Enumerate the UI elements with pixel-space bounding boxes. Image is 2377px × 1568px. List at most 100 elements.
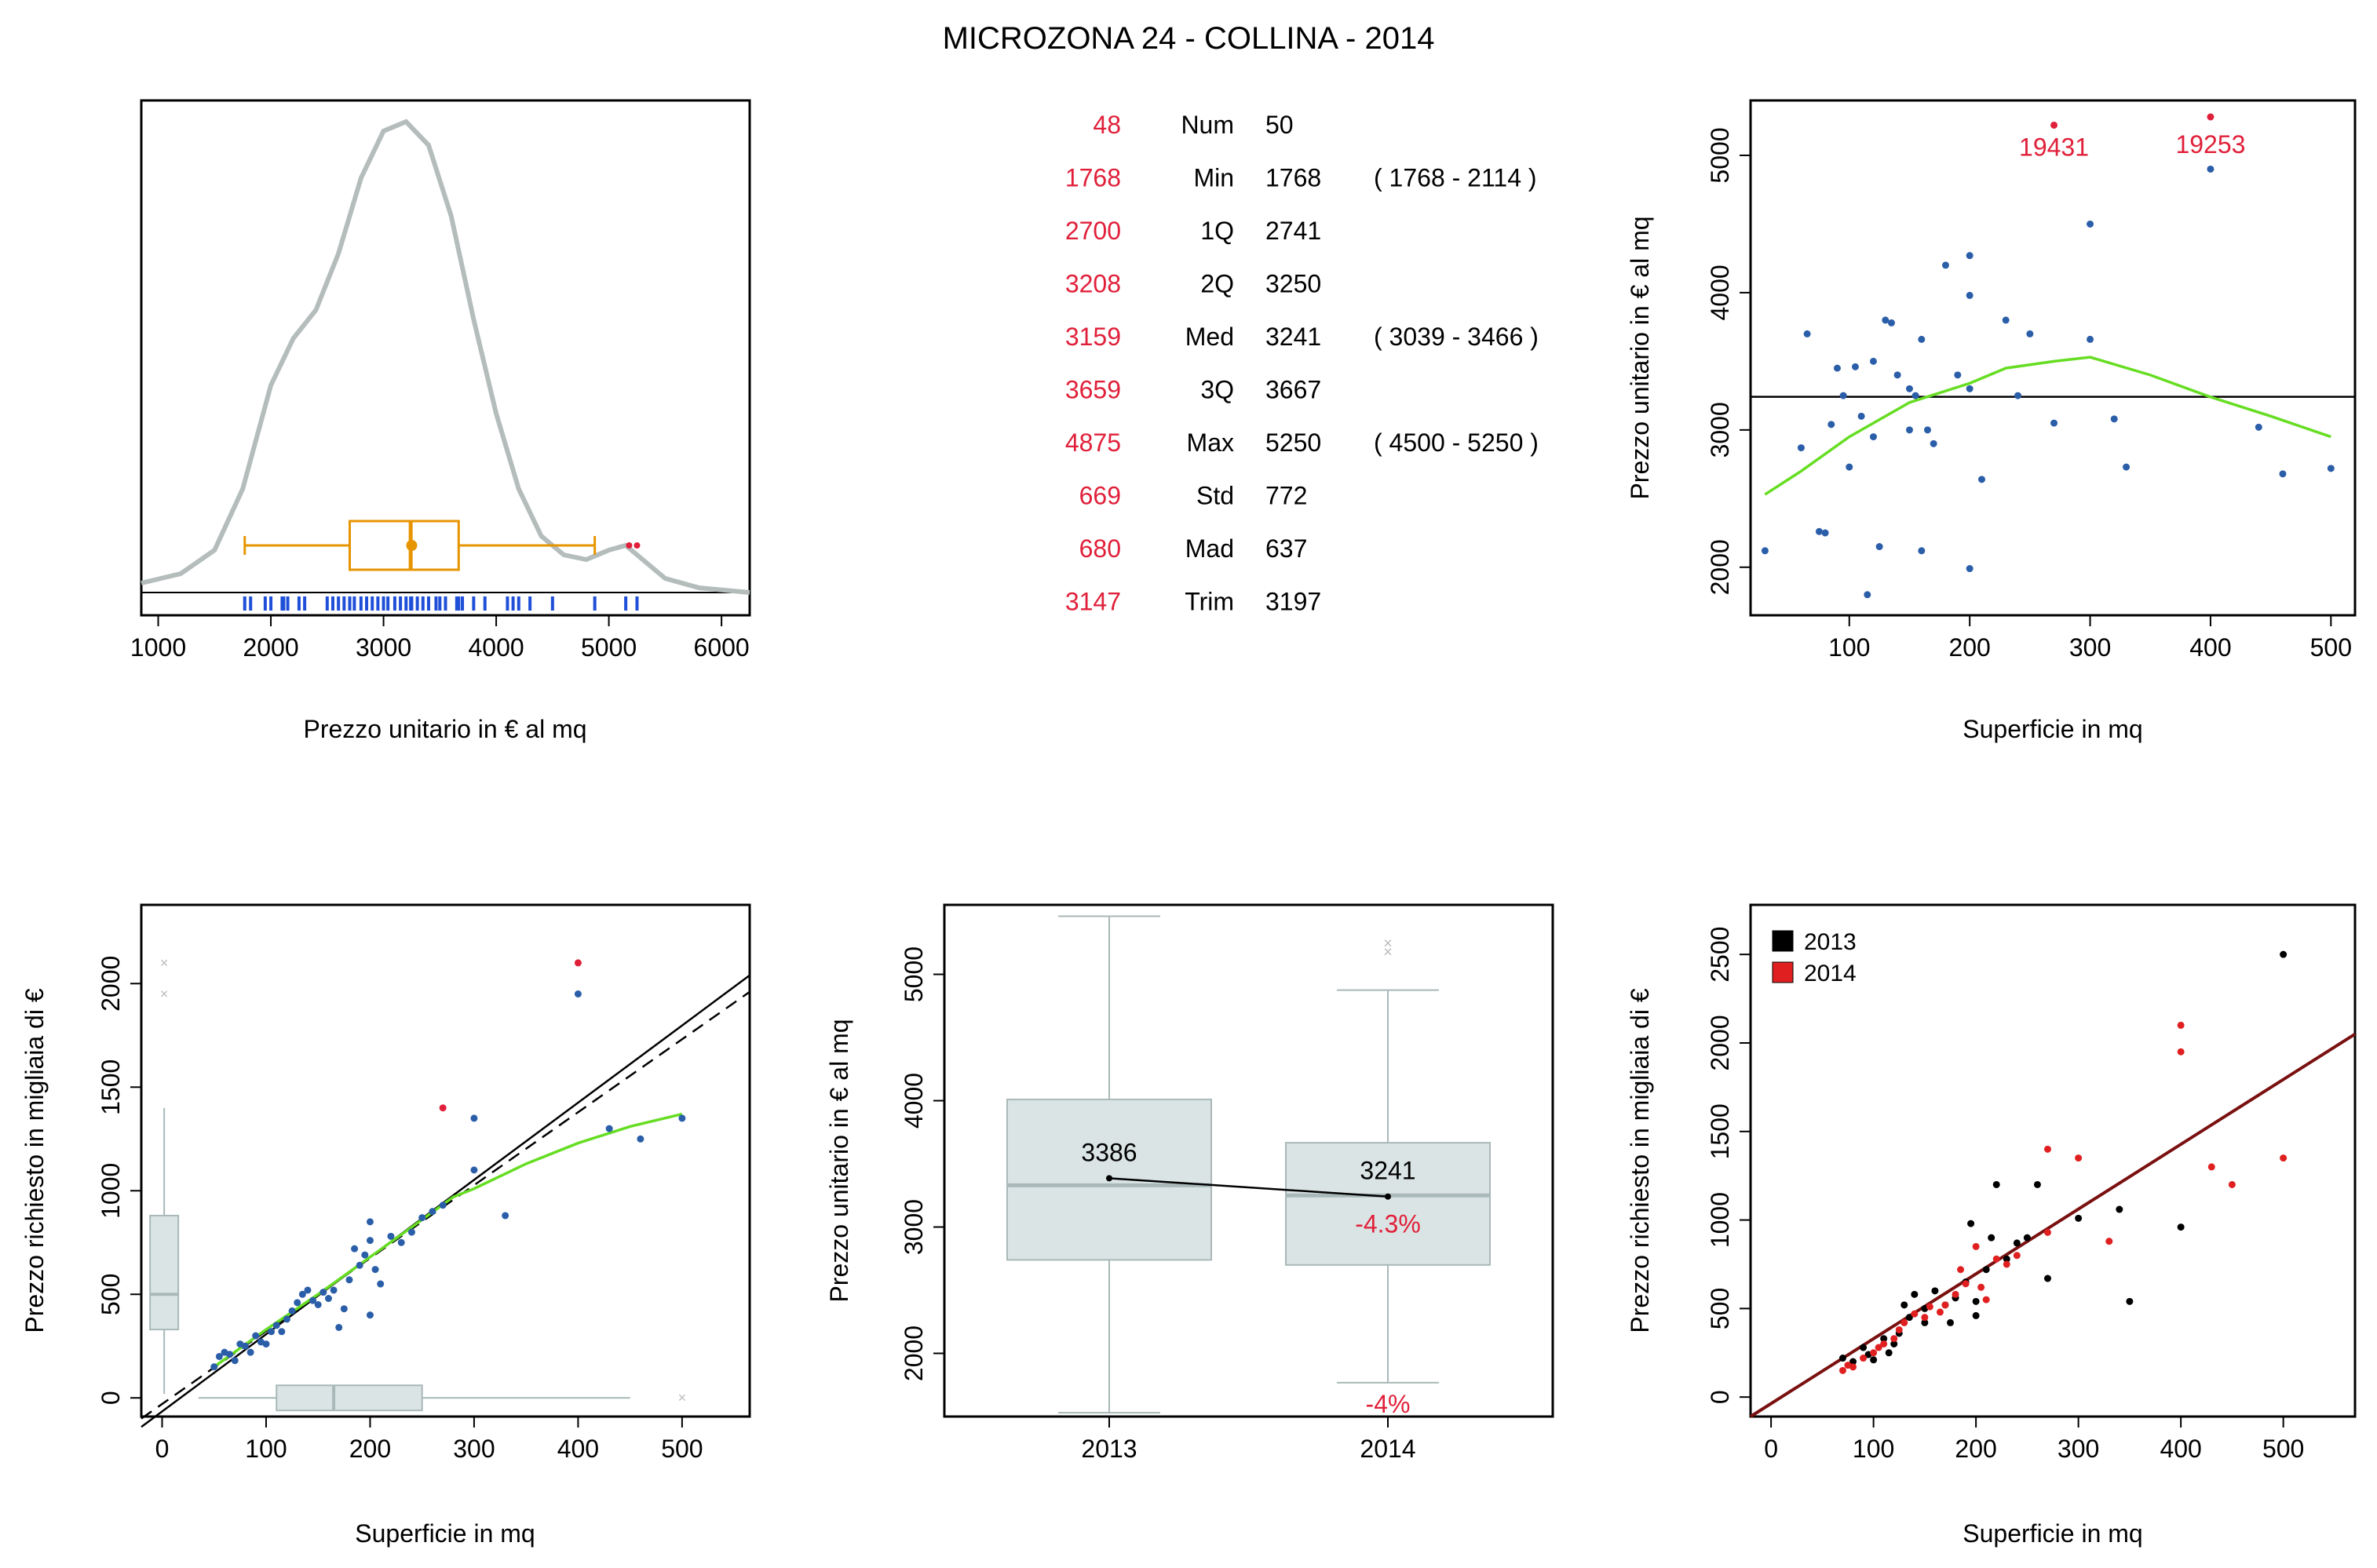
data-point xyxy=(387,1232,395,1240)
data-point xyxy=(1846,463,1853,471)
data-point xyxy=(1815,527,1823,535)
series-point-2014 xyxy=(2207,1163,2215,1171)
series-point-2014 xyxy=(1880,1340,1888,1348)
box-outlier xyxy=(634,542,641,549)
data-point xyxy=(356,1261,363,1269)
series-point-2013 xyxy=(2116,1205,2123,1213)
change-label: -4.3% xyxy=(1355,1210,1421,1238)
x-tick-label: 400 xyxy=(557,1435,599,1463)
data-point xyxy=(1905,426,1913,434)
iqr-box xyxy=(1285,1142,1491,1266)
x-tick-label: 500 xyxy=(2310,633,2352,662)
y-tick-label: 3000 xyxy=(900,1199,928,1255)
data-point xyxy=(2050,419,2058,427)
stat-right-value: 3197 xyxy=(1265,588,1321,616)
x-tick-label: 200 xyxy=(1955,1435,1996,1463)
series-point-2013 xyxy=(1905,1314,1913,1322)
y-tick-label: 1000 xyxy=(1706,1192,1734,1248)
series-point-2014 xyxy=(2075,1154,2083,1162)
stat-label: Trim xyxy=(1185,588,1234,616)
stat-right-value: 2741 xyxy=(1265,217,1321,245)
series-point-2014 xyxy=(1921,1314,1929,1322)
data-point xyxy=(314,1300,322,1308)
series-point-2014 xyxy=(1838,1366,1846,1374)
stat-left-value: 2700 xyxy=(1065,217,1121,245)
data-point xyxy=(407,1228,415,1236)
y-tick-label: 500 xyxy=(1706,1288,1734,1329)
series-point-2014 xyxy=(1977,1283,1985,1291)
plot-frame xyxy=(140,903,751,1418)
stats-table: 48 Num 50 1768 Min 1768 ( 1768 - 2114 ) 2700 1Q 2… xyxy=(1065,111,1539,616)
outlier-annotation: 19253 xyxy=(2175,130,2245,159)
data-point xyxy=(1797,444,1805,452)
y-tick-label: 1000 xyxy=(97,1163,125,1219)
data-point xyxy=(371,1266,379,1274)
data-point xyxy=(1882,316,1890,324)
legend-swatch xyxy=(1772,961,1794,983)
series-point-2013 xyxy=(2075,1214,2083,1222)
stat-right-value: 637 xyxy=(1265,534,1307,563)
data-point xyxy=(351,1245,359,1253)
series-point-2013 xyxy=(1880,1335,1888,1343)
box-mean xyxy=(406,540,418,551)
series-point-2013 xyxy=(2023,1234,2031,1242)
stat-label: Mad xyxy=(1185,534,1234,563)
box-outlier xyxy=(626,542,633,549)
outlier-point xyxy=(574,959,582,967)
series-point-2013 xyxy=(1870,1356,1878,1364)
data-point xyxy=(397,1238,405,1246)
data-point xyxy=(2327,465,2335,472)
y-tick-label: 5000 xyxy=(1706,127,1734,183)
data-point xyxy=(1930,439,1937,447)
series-point-2014 xyxy=(1870,1349,1878,1357)
x-tick-label: 4000 xyxy=(468,633,524,662)
data-point xyxy=(1923,426,1931,434)
x-tick-label: 400 xyxy=(2189,633,2231,662)
series-point-2014 xyxy=(1895,1326,1903,1333)
data-point xyxy=(241,1342,249,1350)
x-tick-label: 300 xyxy=(453,1435,495,1463)
y-tick-label: 2000 xyxy=(97,956,125,1012)
series-point-2014 xyxy=(1982,1296,1990,1304)
stat-left-value: 3208 xyxy=(1065,270,1121,298)
loess-line xyxy=(1764,356,2331,496)
y-axis-label: Prezzo unitario in € al mq xyxy=(1626,216,1654,499)
data-point xyxy=(268,1328,276,1336)
x-tick-label: 500 xyxy=(661,1435,703,1463)
figure-title: MICROZONA 24 - COLLINA - 2014 xyxy=(943,21,1435,56)
data-point xyxy=(1869,357,1877,365)
mean-label: 3386 xyxy=(1081,1138,1137,1166)
data-point xyxy=(2207,165,2215,173)
series-point-2013 xyxy=(2003,1255,2010,1263)
marginal-y-outlier: × xyxy=(160,986,169,1002)
data-point xyxy=(215,1352,223,1360)
series-point-2014 xyxy=(1941,1301,1949,1309)
data-point xyxy=(605,1125,613,1132)
series-point-2013 xyxy=(2033,1180,2041,1188)
series-point-2013 xyxy=(2043,1274,2051,1282)
series-point-2013 xyxy=(1860,1344,1868,1351)
data-point xyxy=(1821,529,1829,537)
x-tick-label: 100 xyxy=(245,1435,287,1463)
stat-label: 1Q xyxy=(1200,217,1234,245)
series-point-2014 xyxy=(1952,1290,1959,1298)
series-point-2013 xyxy=(1838,1355,1846,1362)
y-axis-label: Prezzo richiesto in migliaia di € xyxy=(1626,988,1654,1333)
x-tick-label: 300 xyxy=(2058,1435,2099,1463)
data-point xyxy=(324,1295,332,1303)
data-point xyxy=(1851,363,1859,370)
series-point-2014 xyxy=(1890,1335,1898,1343)
marginal-x-outlier: × xyxy=(678,1390,687,1406)
years-scatter-panel: 2013 2014 0 100 200 300 400 500 0 500 1000 1500 2000… xyxy=(1626,903,2357,1548)
data-point xyxy=(377,1280,385,1288)
data-point xyxy=(231,1357,239,1365)
y-tick-label: 2000 xyxy=(1706,1015,1734,1070)
data-point xyxy=(1893,371,1901,379)
stat-range: ( 1768 - 2114 ) xyxy=(1374,164,1537,192)
series-point-2014 xyxy=(1849,1363,1857,1371)
series-point-2013 xyxy=(1967,1220,1975,1227)
stat-left-value: 3159 xyxy=(1065,323,1121,351)
outlier-annotation: 19431 xyxy=(2019,133,2089,161)
data-point xyxy=(678,1114,686,1122)
stat-label: Num xyxy=(1181,111,1234,139)
